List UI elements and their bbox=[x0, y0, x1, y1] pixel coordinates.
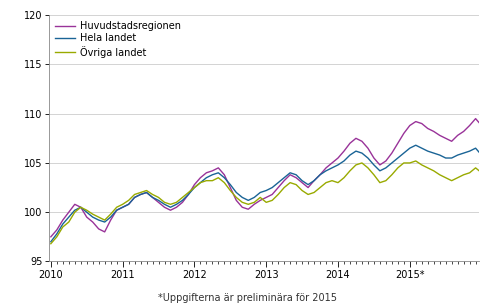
Övriga landet bbox=[347, 169, 353, 173]
Hela landet bbox=[150, 195, 156, 199]
Line: Hela landet: Hela landet bbox=[51, 145, 494, 242]
Text: *Uppgifterna är preliminära för 2015: *Uppgifterna är preliminära för 2015 bbox=[158, 293, 336, 303]
Huvudstadsregionen bbox=[150, 195, 156, 199]
Huvudstadsregionen bbox=[347, 141, 353, 145]
Övriga landet bbox=[413, 159, 419, 163]
Line: Övriga landet: Övriga landet bbox=[51, 161, 494, 244]
Line: Huvudstadsregionen: Huvudstadsregionen bbox=[51, 114, 494, 237]
Legend: Huvudstadsregionen, Hela landet, Övriga landet: Huvudstadsregionen, Hela landet, Övriga … bbox=[52, 18, 183, 61]
Huvudstadsregionen bbox=[114, 209, 120, 212]
Huvudstadsregionen bbox=[48, 235, 54, 239]
Övriga landet bbox=[114, 206, 120, 209]
Hela landet bbox=[48, 240, 54, 244]
Övriga landet bbox=[150, 193, 156, 196]
Hela landet bbox=[413, 143, 419, 147]
Hela landet bbox=[347, 153, 353, 157]
Hela landet bbox=[114, 209, 120, 212]
Övriga landet bbox=[48, 242, 54, 246]
